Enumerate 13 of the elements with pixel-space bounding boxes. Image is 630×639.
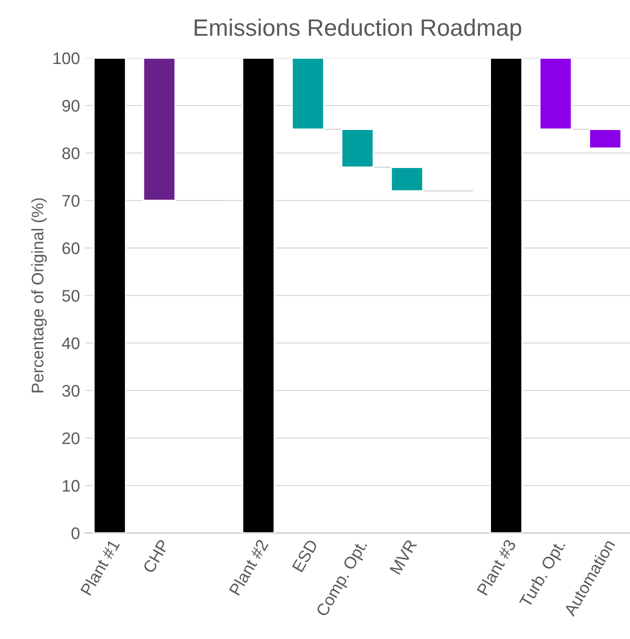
y-tick-label: 30	[62, 384, 80, 397]
y-axis-title: Percentage of Original (%)	[31, 198, 47, 392]
y-tick-label: 90	[62, 100, 80, 112]
y-tick-label: 100	[54, 52, 80, 64]
y-tick-label: 80	[62, 147, 80, 160]
y-tick-label: 40	[62, 337, 80, 350]
y-tick-label: 60	[62, 242, 80, 254]
y-tick-label: 50	[62, 290, 80, 302]
y-tick-label: 70	[62, 194, 80, 207]
y-tick-label: 10	[62, 480, 80, 492]
y-tick-label: 0	[72, 527, 80, 540]
y-tick-label: 20	[62, 432, 80, 444]
chart-title: Emissions Reduction Roadmap	[194, 18, 522, 41]
